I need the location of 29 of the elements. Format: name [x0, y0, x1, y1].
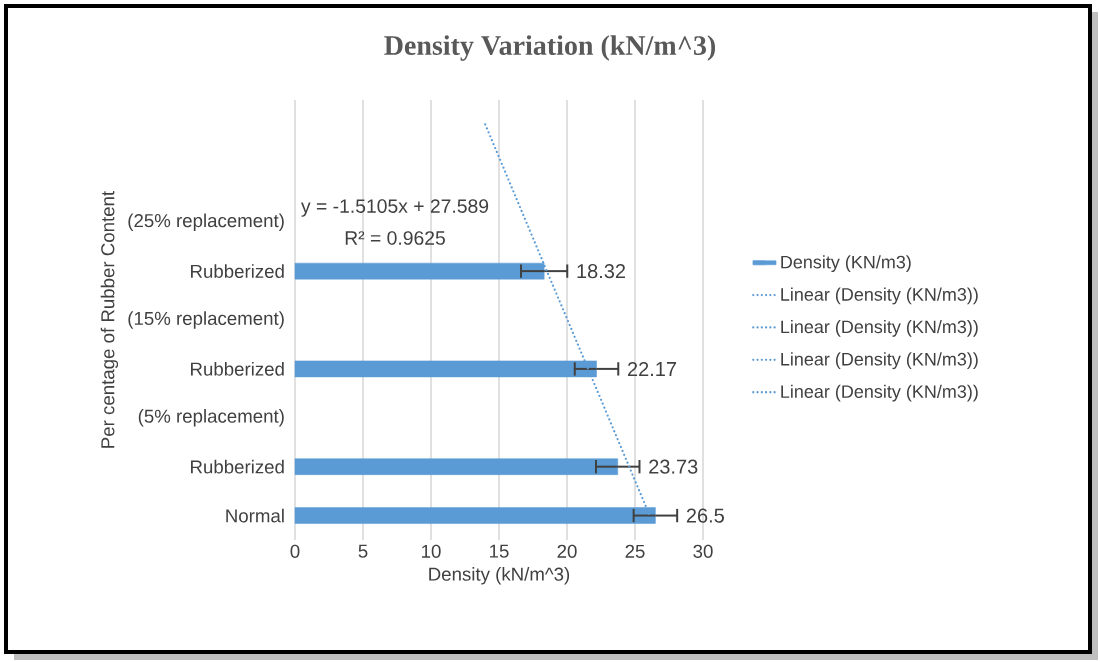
legend-label: Linear (Density (KN/m3)) — [781, 319, 978, 337]
data-label: 26.5 — [686, 508, 724, 523]
x-tick-label: 20 — [557, 544, 577, 558]
x-tick-label: 30 — [693, 544, 713, 558]
x-tick-label: 5 — [358, 544, 368, 558]
y-tick-label: Rubberized — [191, 459, 284, 474]
x-tick-label: 25 — [625, 544, 645, 558]
x-axis-title: Density (kN/m^3) — [429, 567, 570, 585]
y-tick-label: (15% replacement) — [128, 311, 284, 329]
bar — [294, 458, 618, 475]
data-label: 18.32 — [577, 264, 626, 279]
y-tick-label: Rubberized — [191, 362, 284, 376]
x-tick-label: 10 — [422, 544, 441, 558]
annotation: y = -1.5105x + 27.589 — [301, 199, 489, 217]
x-tick-label: 0 — [290, 544, 300, 558]
y-axis-title: Per centage of Rubber Content — [100, 190, 119, 448]
data-label: 23.73 — [649, 459, 698, 474]
y-tick-label: Normal — [226, 508, 284, 523]
y-tick-label: (25% replacement) — [128, 213, 284, 231]
x-tick-label: 15 — [490, 544, 509, 558]
y-tick-label: (5% replacement) — [138, 409, 284, 427]
legend-label: Linear (Density (KN/m3)) — [781, 287, 978, 305]
chart-title: Density Variation (kN/m^3) — [384, 35, 716, 61]
legend-label: Density (KN/m3) — [781, 255, 911, 272]
data-label: 22.17 — [627, 361, 677, 376]
annotation: R² = 0.9625 — [345, 231, 445, 245]
legend-label: Linear (Density (KN/m3)) — [781, 384, 978, 402]
y-tick-label: Rubberized — [191, 264, 284, 278]
legend-label: Linear (Density (KN/m3)) — [781, 352, 978, 370]
